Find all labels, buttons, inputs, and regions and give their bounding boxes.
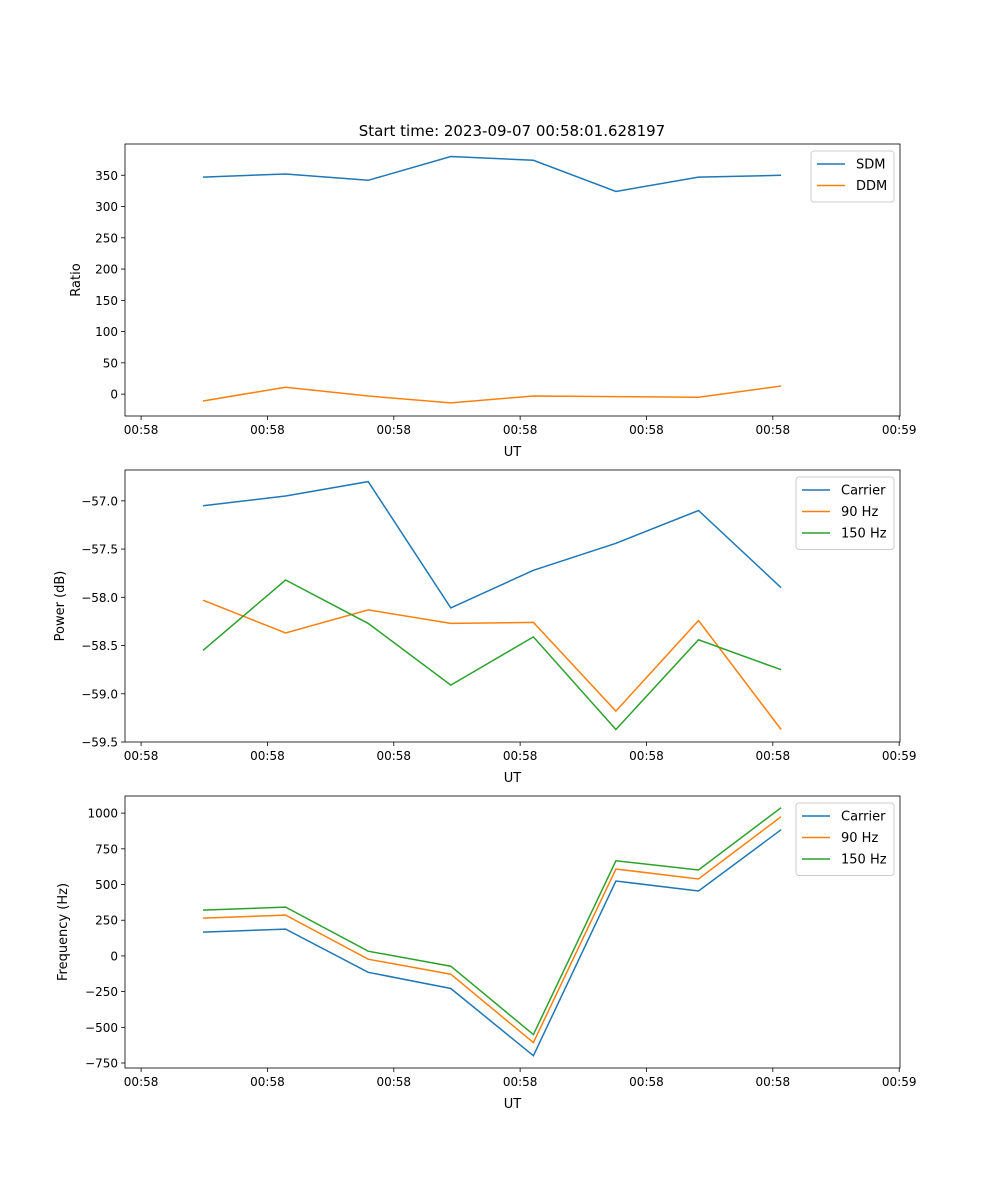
y-axis-label: Ratio	[69, 263, 84, 296]
legend-box	[795, 476, 895, 550]
x-tick-label: 00:58	[503, 749, 538, 763]
legend: Carrier 90 Hz 150 Hz	[795, 476, 895, 550]
legend: SDM DDM	[810, 150, 895, 203]
y-tick-label: −58.0	[81, 591, 118, 605]
y-tick-label: 0	[110, 388, 118, 402]
x-axis-label: UT	[504, 445, 522, 460]
y-tick-label: 350	[95, 169, 118, 183]
x-tick-label: 00:58	[503, 423, 538, 437]
series-line-90-hz	[202, 816, 782, 1044]
axes-frame	[124, 469, 901, 743]
x-tick-label: 00:58	[124, 749, 159, 763]
y-tick-label: 250	[95, 231, 118, 245]
x-tick-label: 00:58	[250, 749, 285, 763]
axes-frame	[124, 795, 901, 1069]
y-tick-label: 100	[95, 325, 118, 339]
y-tick-label: 1000	[87, 807, 118, 821]
x-tick-label: 00:58	[629, 1075, 664, 1089]
legend-label: DDM	[856, 179, 887, 194]
y-axis-label: Frequency (Hz)	[56, 883, 71, 981]
legend-label: 90 Hz	[841, 505, 878, 520]
x-tick-label: 00:58	[756, 1075, 791, 1089]
legend-label: Carrier	[841, 484, 886, 499]
y-tick-label: 150	[95, 294, 118, 308]
legend: Carrier 90 Hz 150 Hz	[795, 802, 895, 876]
y-axis-label: Power (dB)	[53, 571, 68, 642]
y-tick-label: −57.5	[81, 543, 118, 557]
y-tick-label: −250	[85, 985, 118, 999]
series-line-carrier	[202, 480, 782, 609]
x-tick-label: 00:59	[882, 749, 917, 763]
x-tick-label: 00:58	[629, 749, 664, 763]
legend-label: 90 Hz	[841, 831, 878, 846]
x-axis-label: UT	[504, 771, 522, 786]
y-tick-label: −750	[85, 1057, 118, 1071]
chart-title: Start time: 2023-09-07 00:58:01.628197	[359, 122, 665, 140]
subplot-3: 00:58 00:58 00:58 00:58 00:58 00:58 00:59 UT 100…	[56, 795, 917, 1112]
x-tick-label: 00:58	[250, 1075, 285, 1089]
subplot-2: 00:58 00:58 00:58 00:58 00:58 00:58 00:59 UT −57…	[53, 469, 917, 786]
series-line-sdm	[202, 155, 782, 193]
y-tick-label: −59.5	[81, 736, 118, 750]
y-tick-label: −57.0	[81, 494, 118, 508]
x-tick-label: 00:58	[503, 1075, 538, 1089]
legend-box	[795, 802, 895, 876]
y-tick-label: 200	[95, 263, 118, 277]
legend-label: 150 Hz	[841, 527, 887, 542]
series-line-ddm	[202, 385, 782, 404]
x-axis-label: UT	[504, 1097, 522, 1112]
subplot-1: 00:58 00:58 00:58 00:58 00:58 00:58 00:59 UT 0 50…	[69, 143, 917, 460]
y-tick-label: 250	[95, 914, 118, 928]
x-tick-label: 00:58	[756, 423, 791, 437]
series-line-carrier	[202, 829, 782, 1057]
x-tick-label: 00:58	[124, 1075, 159, 1089]
y-tick-label: 750	[95, 842, 118, 856]
y-tick-label: 300	[95, 200, 118, 214]
x-tick-label: 00:59	[882, 423, 917, 437]
axes-frame	[124, 143, 901, 417]
y-tick-label: −500	[85, 1021, 118, 1035]
x-tick-label: 00:58	[376, 749, 411, 763]
y-tick-label: 50	[103, 356, 118, 370]
x-tick-label: 00:58	[124, 423, 159, 437]
y-tick-label: 500	[95, 878, 118, 892]
y-tick-label: −59.0	[81, 687, 118, 701]
y-tick-label: 0	[110, 949, 118, 963]
x-tick-label: 00:58	[376, 1075, 411, 1089]
x-tick-label: 00:59	[882, 1075, 917, 1089]
x-tick-label: 00:58	[756, 749, 791, 763]
series-line-150-hz	[202, 807, 782, 1036]
legend-label: SDM	[856, 158, 885, 173]
y-tick-label: −58.5	[81, 639, 118, 653]
legend-label: Carrier	[841, 810, 886, 825]
series-line-90-hz	[202, 599, 782, 730]
series-line-150-hz	[202, 579, 782, 731]
legend-label: 150 Hz	[841, 853, 887, 868]
x-tick-label: 00:58	[250, 423, 285, 437]
x-tick-label: 00:58	[376, 423, 411, 437]
x-tick-label: 00:58	[629, 423, 664, 437]
